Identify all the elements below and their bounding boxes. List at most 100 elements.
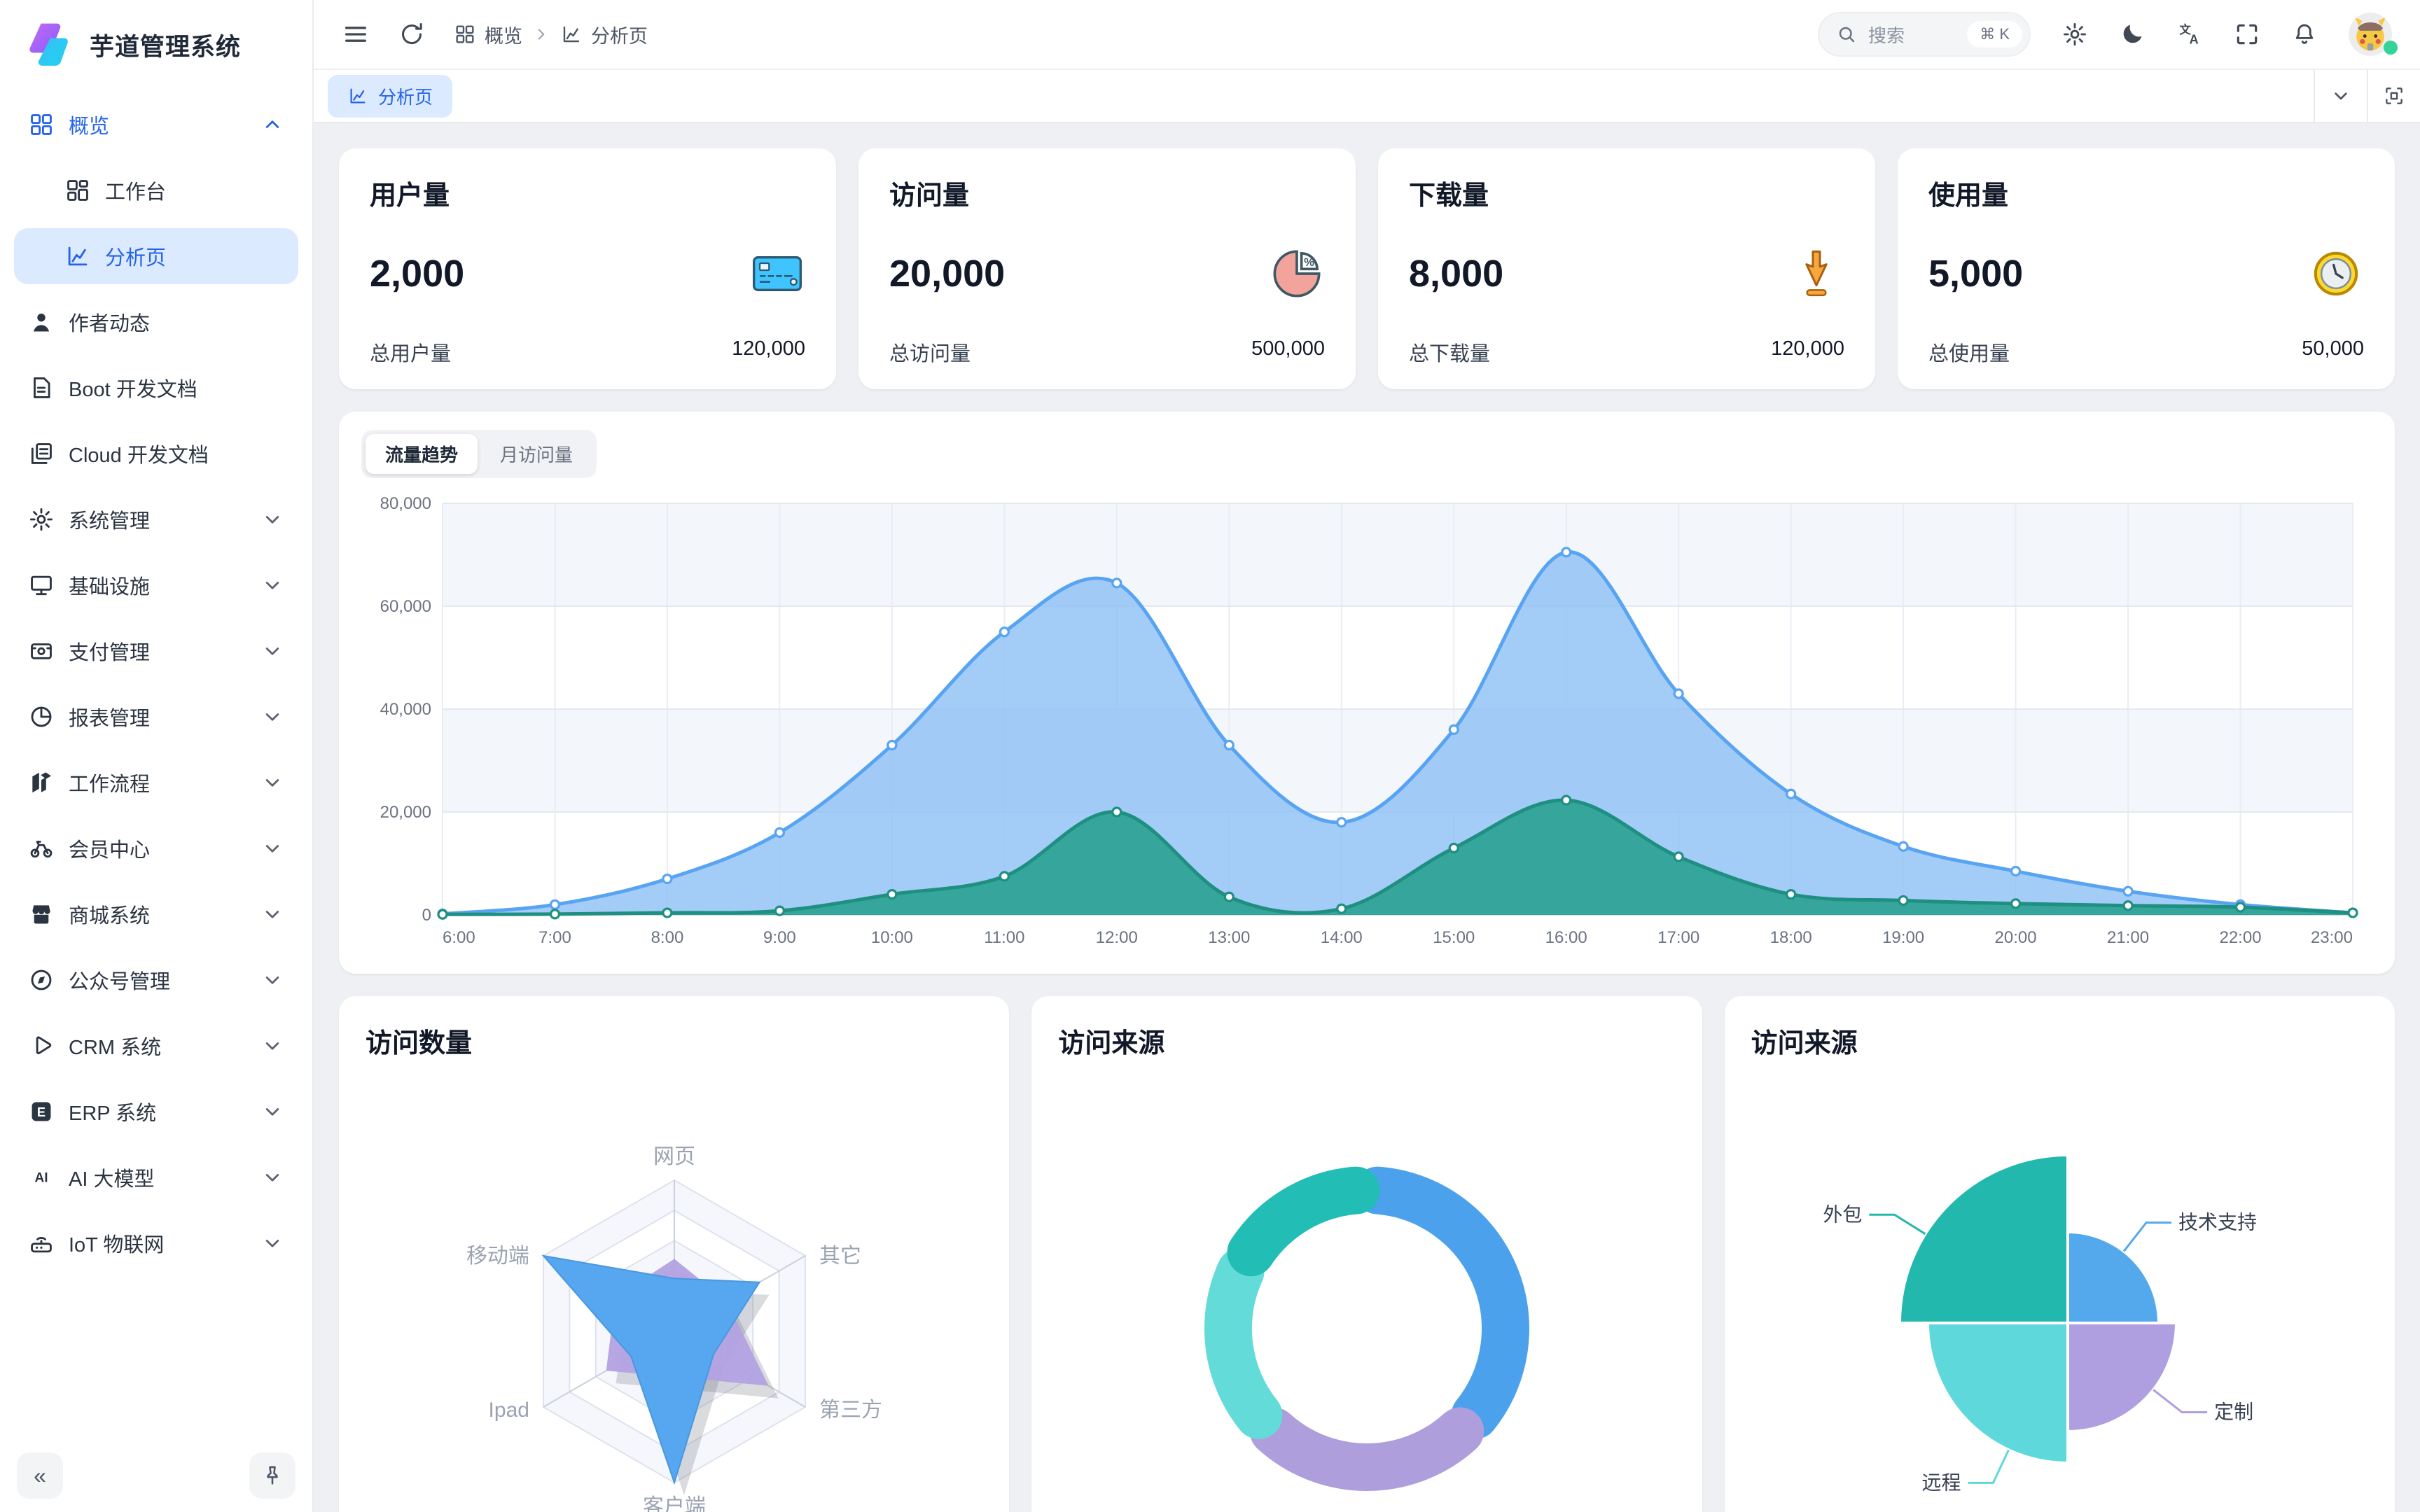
svg-text:12:00: 12:00 (1096, 928, 1138, 947)
sidebar-item-7[interactable]: 基础设施 (14, 557, 298, 613)
search-input[interactable]: 搜索 ⌘ K (1818, 12, 2031, 57)
sidebar-item-5[interactable]: Cloud 开发文档 (14, 426, 298, 482)
bell-icon[interactable] (2291, 21, 2318, 48)
svg-text:远程: 远程 (1922, 1471, 1961, 1493)
breadcrumb-label: 分析页 (591, 25, 648, 47)
stat-total-value: 120,000 (732, 337, 805, 360)
hamburger-menu-icon[interactable] (342, 20, 370, 48)
app-logo-row[interactable]: 芋道管理系统 (0, 0, 312, 85)
chevron-down-icon (260, 573, 284, 597)
sidebar-item-16[interactable]: AI AI 大模型 (14, 1149, 298, 1205)
tab-monthly-visits[interactable]: 月访问量 (500, 444, 573, 465)
sidebar-item-10[interactable]: 工作流程 (14, 755, 298, 811)
svg-text:23:00: 23:00 (2311, 928, 2353, 947)
tab-list-dropdown-button[interactable] (2314, 70, 2367, 122)
breadcrumb: 概览 分析页 (454, 21, 648, 48)
visit-source-rose-title: 访问来源 (1751, 1029, 1858, 1058)
sidebar-menu: 概览工作台分析页作者动态 Boot 开发文档 Cloud 开发文档系统管理基础设施支… (0, 85, 312, 1439)
gear-icon[interactable] (2061, 21, 2088, 48)
sidebar-item-13[interactable]: 公众号管理 (14, 952, 298, 1008)
visit-count-title: 访问数量 (366, 1029, 473, 1058)
stat-value: 20,000 (889, 253, 1006, 295)
sidebar-item-6[interactable]: 系统管理 (14, 491, 298, 547)
sidebar-item-1[interactable]: 工作台 (14, 162, 298, 218)
grid-icon (454, 23, 476, 46)
svg-text:客户端: 客户端 (643, 1495, 706, 1512)
sidebar-item-label: IoT 物联网 (69, 1234, 165, 1256)
sidebar-item-3[interactable]: 作者动态 (14, 294, 298, 350)
grid-icon (28, 111, 55, 138)
chevron-down-icon (2330, 85, 2352, 107)
sidebar-item-17[interactable]: IoT 物联网 (14, 1215, 298, 1271)
svg-text:E: E (37, 1105, 46, 1119)
iot-icon (28, 1230, 55, 1256)
visit-source-donut-chart[interactable] (1058, 1141, 1675, 1512)
maximize-icon (2383, 85, 2405, 107)
chevron-up-icon (260, 113, 284, 136)
svg-text:20,000: 20,000 (380, 803, 431, 822)
breadcrumb-item-1[interactable]: 分析页 (560, 21, 648, 48)
svg-text:技术支持: 技术支持 (2178, 1212, 2257, 1233)
sidebar-item-11[interactable]: 会员中心 (14, 820, 298, 876)
sidebar-pin-button[interactable] (249, 1452, 295, 1499)
sidebar-item-14[interactable]: CRM 系统 (14, 1018, 298, 1074)
sidebar-item-8[interactable]: 支付管理 (14, 623, 298, 679)
svg-text:AI: AI (35, 1171, 48, 1186)
chevron-down-icon (260, 507, 284, 531)
visit-source-donut-title: 访问来源 (1058, 1029, 1165, 1058)
sidebar-item-9[interactable]: 报表管理 (14, 689, 298, 745)
sidebar-item-2[interactable]: 分析页 (14, 228, 298, 284)
sidebar-collapse-button[interactable]: « (17, 1452, 63, 1499)
stat-title: 下载量 (1409, 181, 1489, 211)
workbench-icon (64, 177, 91, 204)
visit-source-donut-card: 访问来源 搜索引擎直接访问邮件营销联盟广告 (1031, 996, 1702, 1512)
docs-icon (28, 440, 55, 467)
sidebar-item-label: 工作流程 (69, 774, 151, 796)
tab-maximize-button[interactable] (2367, 70, 2420, 122)
breadcrumb-item-0[interactable]: 概览 (454, 21, 522, 48)
stat-value: 8,000 (1409, 253, 1504, 295)
page-content: 用户量 2,000 总用户量 120,000 访问量 20,000% 总访问量 500,000… (314, 123, 2420, 1512)
sidebar-item-label: 系统管理 (69, 510, 151, 533)
traffic-trend-chart[interactable]: 0 20,000 40,000 60,000 80,000 6:00 7:00 8:00 9:0… (361, 489, 2372, 960)
visit-count-radar-chart[interactable]: 网页 其它 第三方 客户端 Ipad 移动端 (366, 1141, 982, 1512)
svg-text:21:00: 21:00 (2107, 928, 2149, 947)
svg-text:16:00: 16:00 (1545, 928, 1587, 947)
sidebar-item-label: Boot 开发文档 (69, 379, 197, 401)
sidebar-item-0[interactable]: 概览 (14, 97, 298, 153)
wallet-icon (28, 638, 55, 664)
sidebar-item-label: 报表管理 (69, 708, 151, 730)
moon-icon[interactable] (2119, 21, 2146, 48)
stat-total-label: 总用户量 (370, 343, 452, 365)
shop-icon (28, 901, 55, 927)
tab-traffic-trend[interactable]: 流量趋势 (366, 434, 478, 474)
chevron-down-icon (260, 902, 284, 926)
avatar[interactable] (2349, 13, 2398, 56)
sidebar-item-12[interactable]: 商城系统 (14, 886, 298, 942)
sidebar-item-label: 工作台 (105, 181, 167, 204)
pie-percent-icon: % (1269, 246, 1325, 302)
sidebar-item-label: 作者动态 (69, 313, 151, 335)
doc-icon (28, 374, 55, 401)
refresh-icon[interactable] (398, 20, 426, 48)
pin-icon (260, 1464, 284, 1488)
visit-source-rose-chart[interactable]: 技术支持 定制 远程 外包 (1751, 1116, 2368, 1512)
stat-value: 2,000 (370, 253, 465, 295)
sidebar-item-label: AI 大模型 (69, 1168, 155, 1191)
sidebar-item-15[interactable]: E ERP 系统 (14, 1084, 298, 1140)
fullscreen-icon[interactable] (2234, 21, 2260, 48)
chevron-down-icon (260, 1034, 284, 1058)
app-logo-icon (22, 18, 76, 71)
sidebar-item-4[interactable]: Boot 开发文档 (14, 360, 298, 416)
svg-text:14:00: 14:00 (1321, 928, 1363, 947)
stat-total-value: 50,000 (2302, 337, 2364, 360)
analysis-icon (64, 243, 91, 270)
tab-analysis-page[interactable]: 分析页 (328, 74, 453, 118)
svg-text:11:00: 11:00 (984, 928, 1024, 947)
clock-icon (2308, 246, 2364, 302)
download-arrow-icon (1788, 246, 1844, 302)
sidebar-item-label: 会员中心 (69, 839, 151, 862)
svg-text:19:00: 19:00 (1882, 928, 1924, 947)
